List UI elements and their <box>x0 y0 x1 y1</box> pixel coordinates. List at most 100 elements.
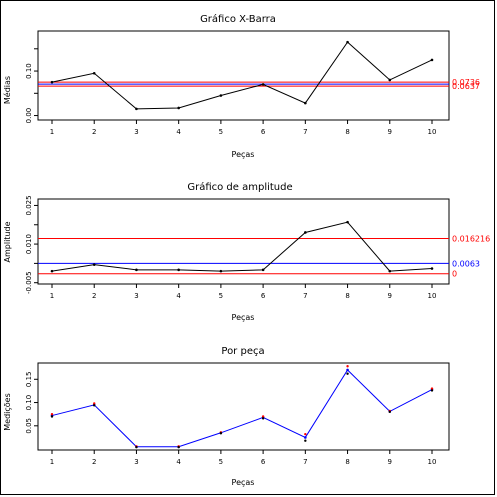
y-axis-label: Medições <box>3 393 12 431</box>
x-tick-label: 8 <box>345 458 349 466</box>
x-tick-label: 8 <box>345 128 349 136</box>
data-point <box>219 94 223 97</box>
measurement-point <box>388 410 391 414</box>
reference-line-label: 0.016216 <box>452 235 490 244</box>
x-tick-label: 7 <box>303 458 307 466</box>
data-point <box>261 83 265 86</box>
reference-line-label: 0.0063 <box>452 259 480 268</box>
measurement-point <box>219 432 223 435</box>
x-tick-label: 9 <box>388 292 392 300</box>
data-point <box>135 268 138 272</box>
data-point <box>304 101 307 105</box>
y-tick-label: 0.00 <box>25 108 33 124</box>
x-axis-label: Peças <box>232 478 255 487</box>
reference-line-label: 0 <box>452 270 457 279</box>
reference-line-label: 0.0637 <box>452 82 480 91</box>
data-point <box>50 269 54 273</box>
panel-per-part: Por peça Peças Medições 1 2 3 4 5 6 7 8 9 10 0.05 0… <box>3 346 450 487</box>
x-tick-label: 3 <box>134 128 138 136</box>
series-line <box>51 369 433 448</box>
y-axis-label: Médias <box>2 76 12 104</box>
measurement-point <box>50 415 54 418</box>
data-point <box>92 71 96 75</box>
measurement-point <box>346 365 349 368</box>
x-tick-label: 10 <box>428 292 437 300</box>
x-tick-label: 5 <box>219 458 223 466</box>
y-tick-label: 0.10 <box>25 63 33 79</box>
data-point <box>388 78 392 82</box>
measurement-point <box>50 412 54 416</box>
x-tick-label: 4 <box>176 128 181 136</box>
data-point <box>304 436 307 439</box>
x-tick-label: 5 <box>219 128 223 136</box>
x-tick-label: 2 <box>92 458 96 466</box>
measurement-point <box>346 372 349 375</box>
data-point <box>388 269 392 273</box>
data-point <box>304 231 307 234</box>
measurement-point <box>261 417 265 420</box>
panel-xbar: Gráfico X-Barra Peças Médias 1 2 3 4 5 6 7 8 9 10… <box>2 13 480 159</box>
x-tick-label: 4 <box>176 458 181 466</box>
x-tick-label: 2 <box>92 292 96 300</box>
x-tick-label: 2 <box>92 128 96 136</box>
data-point <box>261 268 265 272</box>
measurement-point <box>430 389 434 392</box>
x-tick-label: 8 <box>345 292 349 300</box>
y-tick-label: 0.10 <box>25 395 33 411</box>
series-line <box>51 221 433 272</box>
series-line <box>51 41 433 110</box>
x-tick-label: 9 <box>388 128 392 136</box>
plot-area <box>37 198 450 285</box>
measurement-point <box>177 446 180 449</box>
x-tick-label: 5 <box>219 292 223 300</box>
panel-title: Gráfico X-Barra <box>200 13 276 25</box>
panel-title: Por peça <box>221 346 264 357</box>
x-tick-label: 3 <box>134 458 138 466</box>
measurement-point <box>93 402 96 405</box>
panel-title: Gráfico de amplitude <box>187 181 292 193</box>
y-tick-label: -0.005 <box>25 271 33 294</box>
y-axis-label: Amplitude <box>3 221 12 262</box>
x-tick-label: 6 <box>261 128 266 136</box>
plot-area <box>37 30 450 121</box>
plot-area <box>37 362 450 451</box>
x-tick-label: 4 <box>176 292 181 300</box>
x-tick-label: 6 <box>261 292 266 300</box>
data-point <box>346 220 349 224</box>
x-tick-label: 10 <box>428 128 437 136</box>
y-tick-label: 0.05 <box>25 418 33 434</box>
data-point <box>219 269 223 273</box>
measurement-point <box>304 439 307 442</box>
measurement-point <box>135 446 138 449</box>
x-tick-label: 9 <box>388 458 392 466</box>
data-point <box>135 107 138 111</box>
data-point <box>430 267 434 270</box>
x-tick-label: 1 <box>50 128 54 136</box>
measurement-point <box>93 404 96 407</box>
data-point <box>92 263 96 266</box>
y-tick-label: 0.010 <box>25 234 33 254</box>
x-tick-label: 1 <box>50 292 54 300</box>
data-point <box>177 268 180 272</box>
measurement-point <box>430 387 434 390</box>
data-point <box>430 58 434 62</box>
x-tick-label: 7 <box>303 292 307 300</box>
measurement-point <box>261 415 265 418</box>
measurement-point <box>304 432 307 436</box>
reference-line-label: 0.0736 <box>452 78 480 87</box>
x-tick-label: 6 <box>261 458 266 466</box>
x-tick-label: 3 <box>134 292 138 300</box>
panel-range: Gráfico de amplitude Peças Amplitude 1 2 3… <box>3 181 490 322</box>
data-point <box>50 80 54 84</box>
x-tick-label: 10 <box>428 458 437 466</box>
data-point <box>177 106 180 110</box>
y-tick-label: 0.025 <box>25 195 33 215</box>
x-axis-label: Peças <box>232 150 255 159</box>
y-tick-label: 0.15 <box>25 371 33 387</box>
x-tick-label: 7 <box>303 128 307 136</box>
data-point <box>346 40 349 44</box>
data-point <box>346 368 349 372</box>
x-tick-label: 1 <box>50 458 54 466</box>
